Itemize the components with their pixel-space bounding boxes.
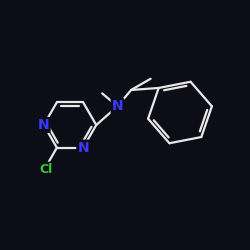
Text: N: N xyxy=(77,141,89,155)
Text: N: N xyxy=(112,99,123,113)
Text: Cl: Cl xyxy=(40,163,53,176)
Text: N: N xyxy=(38,118,50,132)
